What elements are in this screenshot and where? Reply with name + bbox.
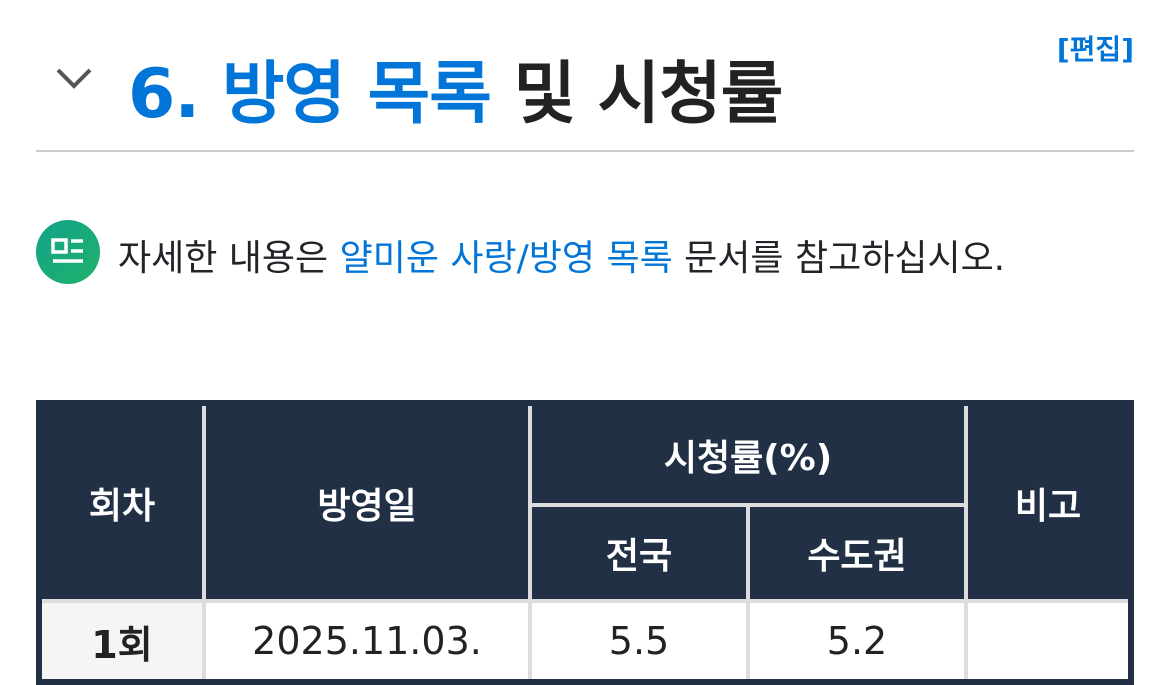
section-heading: 6. 방영 목록 및 시청률 [편집] bbox=[36, 28, 1134, 152]
header-ratings: 시청률(%) bbox=[528, 401, 968, 507]
section-title-link[interactable]: 방영 목록 bbox=[221, 55, 492, 134]
note-suffix: 문서를 참고하십시오. bbox=[672, 238, 1006, 279]
section-title-rest: 및 시청률 bbox=[490, 55, 783, 134]
section-title: 6. 방영 목록 및 시청률 bbox=[128, 38, 783, 137]
note-prefix: 자세한 내용은 bbox=[118, 238, 340, 279]
section-number[interactable]: 6. bbox=[128, 55, 200, 134]
header-episode: 회차 bbox=[37, 401, 206, 603]
header-remarks: 비고 bbox=[964, 401, 1133, 603]
article-link[interactable]: 얄미운 사랑/방영 목록 bbox=[339, 238, 673, 279]
cell-capital: 5.2 bbox=[746, 599, 968, 684]
see-also-note: 자세한 내용은 얄미운 사랑/방영 목록 문서를 참고하십시오. bbox=[36, 220, 1126, 288]
header-nationwide: 전국 bbox=[528, 503, 750, 603]
cell-air-date: 2025.11.03. bbox=[202, 599, 532, 684]
document-list-icon bbox=[36, 220, 100, 284]
table-row: 1회 2025.11.03. 5.5 5.2 bbox=[37, 599, 1133, 684]
header-air-date: 방영일 bbox=[202, 401, 532, 603]
cell-remarks bbox=[964, 599, 1133, 684]
header-capital: 수도권 bbox=[746, 503, 968, 603]
cell-nationwide: 5.5 bbox=[528, 599, 750, 684]
ratings-table: 회차 방영일 시청률(%) 비고 전국 수도권 1회 2025.11.03. 5… bbox=[36, 400, 1134, 685]
chevron-down-icon[interactable] bbox=[54, 58, 94, 98]
cell-episode: 1회 bbox=[37, 599, 206, 684]
edit-link[interactable]: [편집] bbox=[1056, 33, 1134, 66]
